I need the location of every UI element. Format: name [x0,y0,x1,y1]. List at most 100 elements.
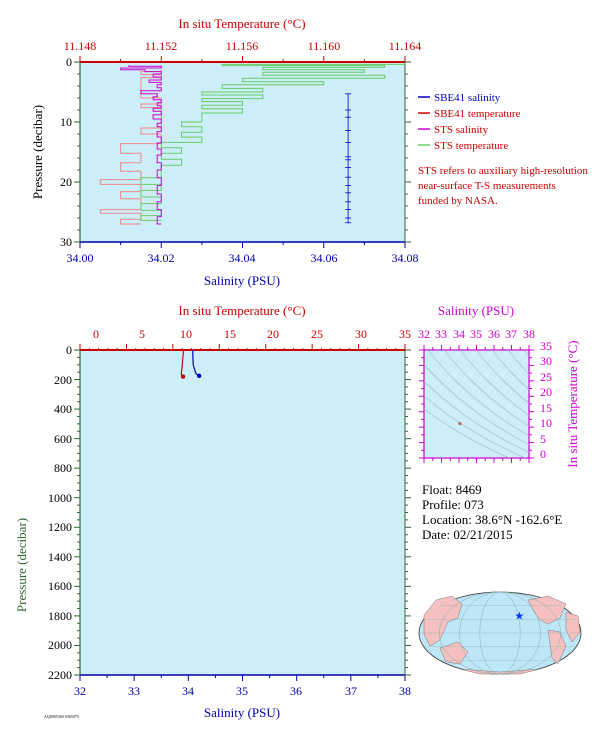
map-landmass-australia [439,641,469,665]
lower-y-tick-label: 2200 [48,668,72,682]
lower-temperature-endpoint [180,374,186,379]
lower-y-tick-label: 1400 [48,550,72,564]
sts-note-line: funded by NASA. [418,195,498,207]
date: Date: 02/21/2015 [422,527,513,542]
map-marker-group: ★ [514,610,524,622]
upper-bottom-axis-label: Salinity (PSU) [204,273,280,288]
sts-temperature-line [140,63,405,221]
ts-density-contour [443,350,529,427]
lower-bottom-tick-label: 32 [74,684,86,698]
location: Location: 38.6°N -162.6°E [422,512,562,527]
upper-y-tick-label: 10 [60,115,72,129]
lower-y-axis-label: Pressure (decibar) [14,518,29,612]
lower-plot-area [79,349,406,676]
upper-legend: SBE41 salinity SBE41 temperature STS sal… [418,92,521,152]
lower-top-tick-label: 35 [399,327,411,341]
lower-bottom-tick-label: 38 [399,684,411,698]
lower-top-tick-label: 15 [224,327,236,341]
upper-y-tick-label: 0 [66,55,72,69]
map-graticule [419,591,581,675]
ts-density-contour [424,395,527,458]
upper-top-tick-label: 11.160 [308,39,341,53]
ts-density-contour [424,380,529,453]
upper-series-group [99,63,405,225]
ts-point [458,421,462,426]
lower-y-tick-label: 1000 [48,491,72,505]
map-landmass-antarctica [459,668,541,675]
lower-series-group [180,350,202,379]
ts-right-tick-label: 10 [540,416,552,430]
lower-top-tick-label: 25 [311,327,323,341]
ts-density-contour [424,363,529,445]
float-id: Float: 8469 [422,482,482,497]
upper-bottom-tick-label: 34.04 [229,251,256,265]
float-info: Float: 8469 Profile: 073 Location: 38.6°… [422,482,562,542]
ts-top-tick-label: 34 [453,327,465,341]
ts-right-tick-label: 35 [540,339,552,353]
ts-top-tick-label: 38 [523,327,535,341]
upper-top-tick-label: 11.164 [389,39,422,53]
ts-density-contour [459,350,529,416]
ts-top-tick-label: 36 [488,327,500,341]
ts-top-axis-label: Salinity (PSU) [438,303,514,318]
ts-right-tick-label: 15 [540,401,552,415]
sts-note: STS refers to auxiliary high-resolution n… [418,165,588,207]
ts-tick-marks [419,345,534,463]
upper-y-tick-label: 20 [60,175,72,189]
lower-bottom-tick-label: 34 [182,684,194,698]
ts-density-contour [427,350,529,437]
ts-density-contour [475,350,529,404]
upper-top-axis-label: In situ Temperature (°C) [178,16,305,31]
ts-right-axis-label: In situ Temperature (°C) [565,340,580,467]
ts-right-tick-label: 25 [540,370,552,384]
lower-y-tick-label: 400 [54,402,72,416]
lower-y-tick-label: 1200 [48,520,72,534]
lower-top-tick-label: 10 [180,327,192,341]
ts-points [458,421,462,426]
lower-bottom-tick-label: 35 [236,684,248,698]
lower-bottom-tick-label: 37 [345,684,357,698]
ts-density-contour [424,408,511,458]
map-meridian [439,591,561,675]
ts-top-tick-label: 35 [470,327,482,341]
lower-top-tick-label: 30 [355,327,367,341]
ts-right-tick-label: 5 [540,432,546,446]
lower-bottom-axis-label: Salinity (PSU) [204,705,280,720]
upper-bottom-tick-label: 34.00 [67,251,94,265]
lower-top-tick-label: 0 [93,327,99,341]
lower-y-tick-label: 600 [54,432,72,446]
sts-note-line: STS refers to auxiliary high-resolution [418,165,588,177]
profile-number: Profile: 073 [422,497,484,512]
upper-y-axis-label: Pressure (decibar) [30,105,45,199]
ts-density-contour [507,350,529,375]
lower-bottom-tick-label: 33 [128,684,140,698]
legend-label: SBE41 salinity [434,92,501,104]
ts-plot-area [423,349,530,459]
upper-plot-area [79,61,406,243]
ts-top-tick-label: 33 [435,327,447,341]
sts-note-line: near-surface T-S measurements [418,180,556,192]
lower-y-tick-label: 200 [54,373,72,387]
map-landmass-north-america [527,595,567,625]
upper-bottom-tick-label: 34.02 [148,251,175,265]
map-landmass-africa [565,611,581,643]
legend-label: SBE41 temperature [434,108,521,120]
upper-y-tick-label: 30 [60,235,72,249]
lower-tick-marks [74,344,411,681]
legend-label: STS salinity [434,124,489,136]
lower-y-tick-label: 0 [66,343,72,357]
sts-salinity-line [120,65,162,225]
footer-id: AQ0005360 0365079 [44,714,79,719]
lower-y-tick-label: 1800 [48,609,72,623]
map-float-marker-star: ★ [514,610,524,622]
map-landmass-south-america [547,629,567,665]
upper-top-tick-label: 11.152 [145,39,178,53]
lower-y-tick-label: 2000 [48,638,72,652]
lower-salinity-endpoint [196,373,202,379]
ts-density-contour [491,350,529,391]
upper-top-tick-label: 11.156 [226,39,259,53]
upper-bottom-tick-label: 34.06 [311,251,338,265]
lower-panel: In situ Temperature (°C) 0 5 10 15 20 25… [14,303,411,720]
lower-top-tick-label: 20 [267,327,279,341]
